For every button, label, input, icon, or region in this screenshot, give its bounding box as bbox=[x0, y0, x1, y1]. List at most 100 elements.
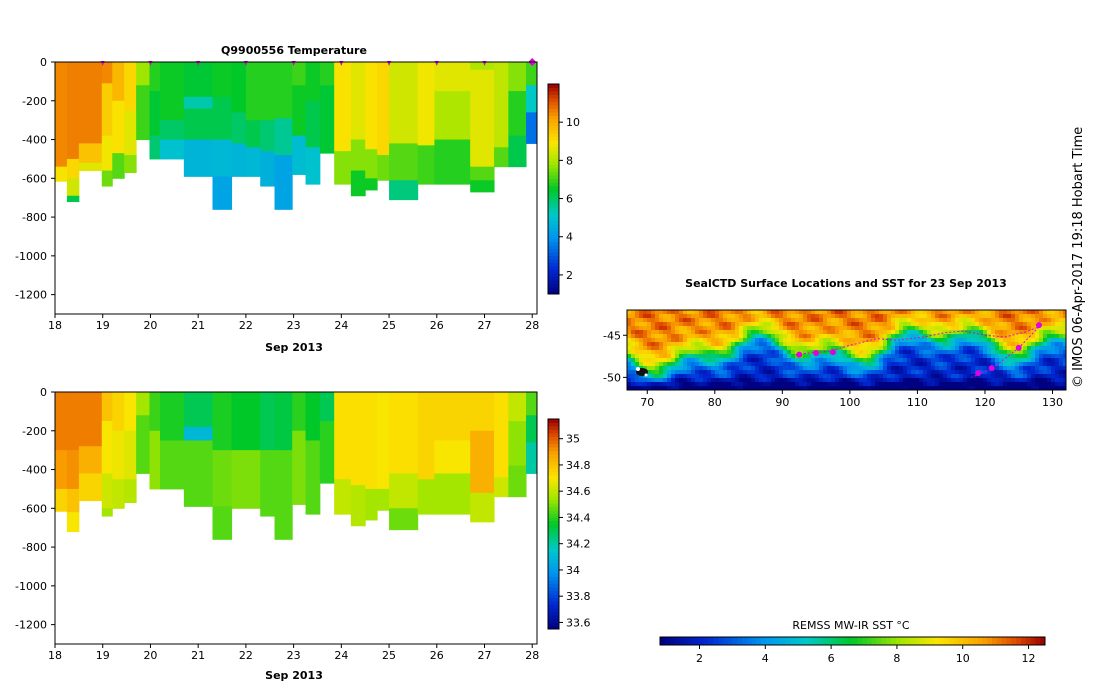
sst-cell bbox=[927, 374, 932, 379]
sst-cell bbox=[823, 386, 828, 390]
sst-cell bbox=[999, 370, 1004, 375]
sst-cell bbox=[711, 346, 716, 351]
sst-cell bbox=[891, 310, 896, 315]
sst-cell bbox=[1051, 386, 1056, 390]
sst-cell bbox=[935, 370, 940, 375]
sst-cell bbox=[979, 330, 984, 335]
sst-cell bbox=[931, 378, 936, 383]
sst-cell bbox=[899, 338, 904, 343]
sst-cell bbox=[1039, 334, 1044, 339]
temperature-x-axis: 18 19 20 21 22 23 24 25 26 27 28 bbox=[48, 314, 539, 332]
sst-cell bbox=[691, 366, 696, 371]
temperature-cells bbox=[55, 62, 538, 210]
map-x-tick-label-90: 90 bbox=[775, 396, 789, 409]
profile-4-layer-1 bbox=[112, 430, 125, 480]
sst-cell bbox=[875, 358, 880, 363]
sst-cell bbox=[667, 366, 672, 371]
colorbar-tick-label-35: 35 bbox=[566, 433, 580, 446]
profile-16-layer-2 bbox=[305, 147, 321, 185]
sst-cell bbox=[663, 346, 668, 351]
sst-cell bbox=[635, 314, 640, 319]
sst-cell bbox=[743, 358, 748, 363]
sst-cell bbox=[999, 318, 1004, 323]
profile-26-layer-0 bbox=[508, 392, 527, 422]
sst-cell bbox=[823, 330, 828, 335]
sst-cell bbox=[627, 334, 632, 339]
sst-cell bbox=[899, 346, 904, 351]
sst-cell bbox=[787, 342, 792, 347]
colorbar-swatch bbox=[548, 436, 559, 441]
sst-cell bbox=[795, 334, 800, 339]
sst-cell bbox=[703, 342, 708, 347]
map-x-tick-label-80: 80 bbox=[708, 396, 722, 409]
colorbar-tick-label-34.8: 34.8 bbox=[566, 459, 591, 472]
sst-cell bbox=[923, 358, 928, 363]
sst-cell bbox=[999, 362, 1004, 367]
sst-cell bbox=[715, 326, 720, 331]
sst-cell bbox=[659, 362, 664, 367]
sst-cell bbox=[1043, 326, 1048, 331]
sst-colorbar-swatch bbox=[1011, 637, 1017, 645]
sst-cell bbox=[643, 326, 648, 331]
sst-colorbar-swatch bbox=[1035, 637, 1041, 645]
sst-cell bbox=[639, 354, 644, 359]
sst-cell bbox=[1003, 338, 1008, 343]
sst-cell bbox=[983, 358, 988, 363]
sst-cell bbox=[843, 314, 848, 319]
sst-cell bbox=[675, 330, 680, 335]
sst-cell bbox=[671, 318, 676, 323]
sst-cell bbox=[1059, 374, 1064, 379]
sst-cell bbox=[951, 314, 956, 319]
sst-cell bbox=[951, 354, 956, 359]
sst-cell bbox=[703, 362, 708, 367]
sst-cell bbox=[627, 370, 632, 375]
sst-cell bbox=[727, 338, 732, 343]
sst-cell bbox=[703, 310, 708, 315]
sst-cell bbox=[911, 334, 916, 339]
sst-cell bbox=[811, 370, 816, 375]
sst-cell bbox=[851, 338, 856, 343]
sst-cell bbox=[735, 378, 740, 383]
sst-cell bbox=[739, 386, 744, 390]
imos-credit-text: © IMOS 06-Apr-2017 19:18 Hobart Time bbox=[1071, 127, 1086, 388]
sst-cell bbox=[799, 314, 804, 319]
sst-cell bbox=[651, 358, 656, 363]
sst-cell bbox=[1023, 334, 1028, 339]
sst-cell bbox=[987, 310, 992, 315]
sst-cell bbox=[795, 378, 800, 383]
sst-cell bbox=[979, 350, 984, 355]
sst-cell bbox=[979, 310, 984, 315]
sst-cell bbox=[975, 346, 980, 351]
sst-cell bbox=[767, 346, 772, 351]
sst-cell bbox=[807, 362, 812, 367]
sst-cell bbox=[655, 362, 660, 367]
sst-cell bbox=[775, 358, 780, 363]
sst-cell bbox=[783, 350, 788, 355]
salinity-y-axis: 0-200-400-600-800-1000-1200 bbox=[15, 386, 55, 632]
sst-cell bbox=[815, 362, 820, 367]
sst-cell bbox=[779, 350, 784, 355]
sst-cell bbox=[779, 370, 784, 375]
sst-cell bbox=[1051, 382, 1056, 387]
sst-cell bbox=[699, 338, 704, 343]
sst-cell bbox=[1035, 374, 1040, 379]
sst-cell bbox=[791, 374, 796, 379]
salinity-x-axis: 18 19 20 21 22 23 24 25 26 27 28 bbox=[48, 644, 539, 662]
sst-cell bbox=[635, 374, 640, 379]
sst-cell bbox=[1031, 382, 1036, 387]
sst-cell bbox=[935, 378, 940, 383]
sst-cell bbox=[1047, 378, 1052, 383]
sst-cell bbox=[967, 354, 972, 359]
sst-cell bbox=[707, 318, 712, 323]
sst-cell bbox=[1063, 374, 1066, 379]
sst-cell bbox=[643, 350, 648, 355]
sst-cell bbox=[803, 342, 808, 347]
colorbar-swatch bbox=[548, 475, 559, 479]
sst-cell bbox=[1015, 314, 1020, 319]
profile-22-layer-0 bbox=[417, 392, 435, 480]
sst-cell bbox=[695, 370, 700, 375]
sst-cell bbox=[955, 338, 960, 343]
sst-cell bbox=[915, 366, 920, 371]
sst-cell bbox=[883, 362, 888, 367]
sst-cell bbox=[955, 322, 960, 327]
